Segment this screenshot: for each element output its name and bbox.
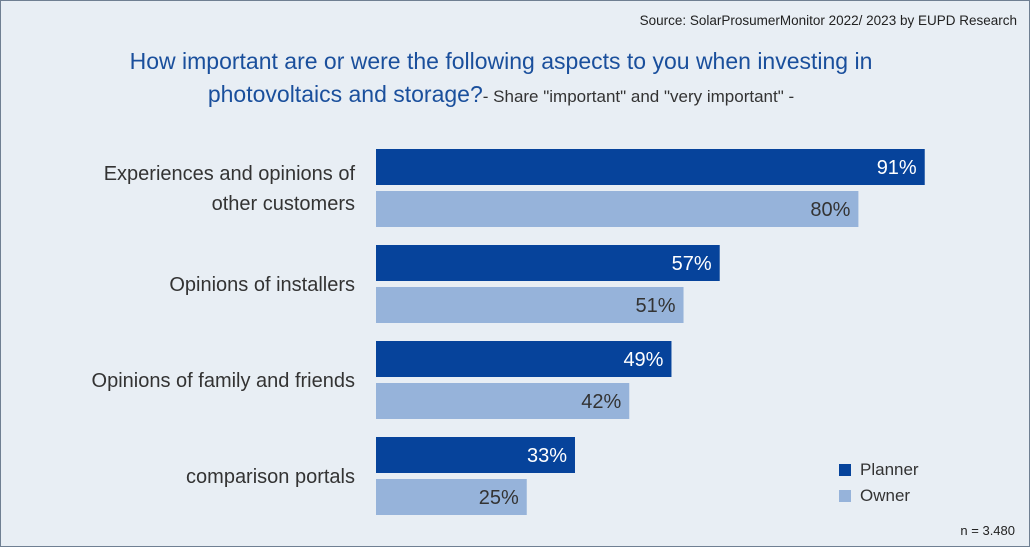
bar-planner-2 bbox=[376, 245, 720, 281]
legend: Planner Owner bbox=[839, 457, 919, 509]
bar-owner-2 bbox=[376, 287, 684, 323]
category-label-4: comparison portals bbox=[186, 466, 355, 488]
category-label-3: Opinions of family and friends bbox=[92, 370, 355, 392]
bar-owner-1 bbox=[376, 191, 859, 227]
chart-title: How important are or were the following … bbox=[101, 45, 901, 113]
category-label-2: Opinions of installers bbox=[169, 274, 355, 296]
chart-title-text: How important are or were the following … bbox=[129, 48, 873, 107]
legend-label-planner: Planner bbox=[860, 460, 919, 479]
bar-owner-4 bbox=[376, 479, 527, 515]
value-label-owner-3: 42% bbox=[581, 391, 621, 413]
value-label-planner-2: 57% bbox=[672, 253, 712, 275]
bar-planner-1 bbox=[376, 149, 925, 185]
value-label-owner-4: 25% bbox=[479, 487, 519, 509]
legend-item-owner: Owner bbox=[839, 483, 919, 509]
legend-swatch-owner bbox=[839, 490, 851, 502]
legend-item-planner: Planner bbox=[839, 457, 919, 483]
source-note: Source: SolarProsumerMonitor 2022/ 2023 … bbox=[639, 13, 1017, 28]
legend-swatch-planner bbox=[839, 464, 851, 476]
bar-owner-3 bbox=[376, 383, 630, 419]
legend-label-owner: Owner bbox=[860, 486, 911, 505]
sample-size-note: n = 3.480 bbox=[960, 523, 1015, 538]
value-label-owner-1: 80% bbox=[810, 199, 850, 221]
value-label-planner-4: 33% bbox=[527, 445, 567, 467]
value-label-planner-1: 91% bbox=[877, 157, 917, 179]
category-label-1: Experiences and opinions of other custome… bbox=[104, 163, 356, 215]
bar-planner-4 bbox=[376, 437, 575, 473]
bar-planner-3 bbox=[376, 341, 672, 377]
value-label-owner-2: 51% bbox=[635, 295, 675, 317]
chart-subtitle: - Share "important" and "very important"… bbox=[482, 87, 795, 106]
value-label-planner-3: 49% bbox=[623, 349, 663, 371]
